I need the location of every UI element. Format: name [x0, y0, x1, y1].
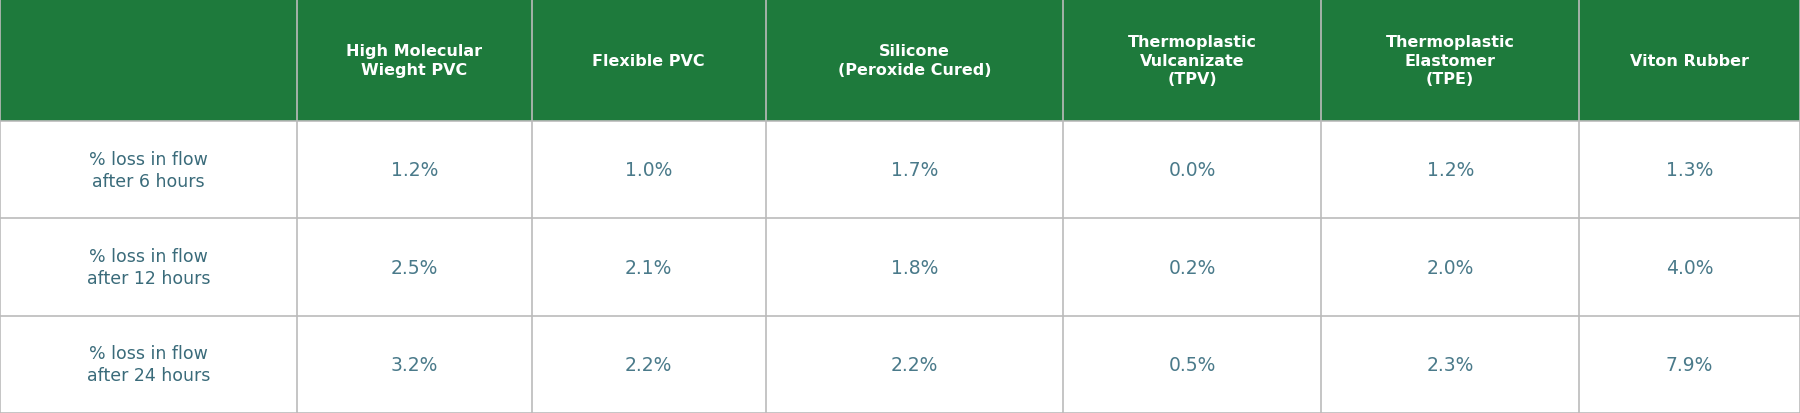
Text: Thermoplastic
Vulcanizate
(TPV): Thermoplastic Vulcanizate (TPV)	[1127, 35, 1256, 87]
FancyBboxPatch shape	[1064, 219, 1321, 316]
FancyBboxPatch shape	[1321, 316, 1579, 413]
Text: 1.7%: 1.7%	[891, 161, 938, 180]
FancyBboxPatch shape	[297, 219, 531, 316]
Text: Flexible PVC: Flexible PVC	[592, 53, 706, 69]
FancyBboxPatch shape	[1064, 0, 1321, 122]
Text: 4.0%: 4.0%	[1665, 258, 1714, 277]
Text: 2.0%: 2.0%	[1427, 258, 1474, 277]
Text: 3.2%: 3.2%	[391, 355, 437, 374]
Text: 2.1%: 2.1%	[625, 258, 673, 277]
FancyBboxPatch shape	[0, 0, 297, 122]
FancyBboxPatch shape	[531, 316, 765, 413]
FancyBboxPatch shape	[765, 0, 1064, 122]
Text: Viton Rubber: Viton Rubber	[1631, 53, 1750, 69]
Text: 1.0%: 1.0%	[625, 161, 673, 180]
FancyBboxPatch shape	[765, 219, 1064, 316]
Text: Thermoplastic
Elastomer
(TPE): Thermoplastic Elastomer (TPE)	[1386, 35, 1514, 87]
FancyBboxPatch shape	[1064, 316, 1321, 413]
FancyBboxPatch shape	[1579, 0, 1800, 122]
Text: 2.2%: 2.2%	[891, 355, 938, 374]
Text: 2.2%: 2.2%	[625, 355, 673, 374]
FancyBboxPatch shape	[0, 122, 297, 219]
Text: % loss in flow
after 6 hours: % loss in flow after 6 hours	[90, 150, 209, 190]
Text: 0.5%: 0.5%	[1168, 355, 1215, 374]
Text: High Molecular
Wieght PVC: High Molecular Wieght PVC	[346, 44, 482, 78]
FancyBboxPatch shape	[297, 0, 531, 122]
Text: % loss in flow
after 24 hours: % loss in flow after 24 hours	[86, 344, 211, 385]
FancyBboxPatch shape	[1321, 122, 1579, 219]
Text: 2.3%: 2.3%	[1427, 355, 1474, 374]
FancyBboxPatch shape	[531, 219, 765, 316]
FancyBboxPatch shape	[531, 0, 765, 122]
FancyBboxPatch shape	[297, 122, 531, 219]
FancyBboxPatch shape	[0, 316, 297, 413]
Text: 0.0%: 0.0%	[1168, 161, 1215, 180]
Text: 2.5%: 2.5%	[391, 258, 437, 277]
FancyBboxPatch shape	[765, 316, 1064, 413]
FancyBboxPatch shape	[1321, 0, 1579, 122]
Text: 1.2%: 1.2%	[1427, 161, 1474, 180]
FancyBboxPatch shape	[1321, 219, 1579, 316]
Text: 7.9%: 7.9%	[1667, 355, 1714, 374]
Text: 0.2%: 0.2%	[1168, 258, 1215, 277]
FancyBboxPatch shape	[531, 122, 765, 219]
FancyBboxPatch shape	[1579, 122, 1800, 219]
Text: 1.2%: 1.2%	[391, 161, 437, 180]
FancyBboxPatch shape	[1579, 316, 1800, 413]
FancyBboxPatch shape	[297, 316, 531, 413]
FancyBboxPatch shape	[0, 219, 297, 316]
FancyBboxPatch shape	[765, 122, 1064, 219]
Text: 1.8%: 1.8%	[891, 258, 938, 277]
Text: 1.3%: 1.3%	[1667, 161, 1714, 180]
Text: Silicone
(Peroxide Cured): Silicone (Peroxide Cured)	[837, 44, 992, 78]
FancyBboxPatch shape	[1579, 219, 1800, 316]
Text: % loss in flow
after 12 hours: % loss in flow after 12 hours	[86, 247, 211, 287]
FancyBboxPatch shape	[1064, 122, 1321, 219]
